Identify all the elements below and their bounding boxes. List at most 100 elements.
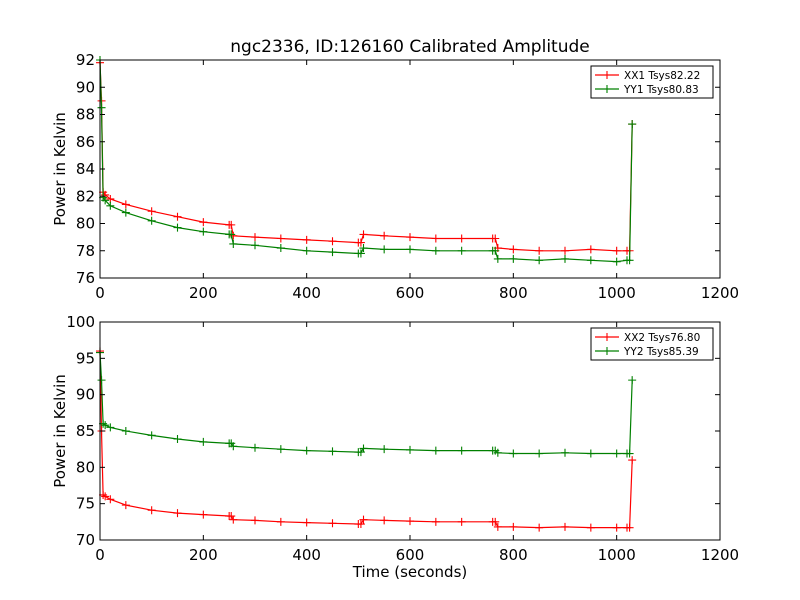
top-subplot: 0 200 400 600 800 1000 1200 76 78 80 82 84 86 88 90 92 P… bbox=[51, 51, 739, 302]
y-tick-label: 86 bbox=[76, 133, 95, 151]
data-point-xx2 bbox=[302, 518, 311, 527]
data-point-yy2 bbox=[612, 449, 621, 458]
data-point-yy1 bbox=[147, 216, 156, 225]
legend: XX2 Tsys76.80 YY2 Tsys85.39 bbox=[590, 327, 714, 361]
x-tick-label: 800 bbox=[499, 546, 528, 564]
data-point-yy2 bbox=[199, 437, 208, 446]
legend-label-xx1: XX1 Tsys82.22 bbox=[624, 70, 700, 82]
data-point-xx1 bbox=[491, 234, 500, 243]
data-point-yy1 bbox=[229, 239, 238, 248]
data-point-xx2 bbox=[227, 512, 236, 521]
series-line-yy2 bbox=[99, 352, 633, 455]
data-point-yy2 bbox=[173, 434, 182, 443]
data-point-xx2 bbox=[251, 516, 259, 525]
data-point-yy1 bbox=[106, 201, 115, 210]
x-tick-label: 600 bbox=[396, 284, 425, 302]
x-tick-label: 200 bbox=[189, 284, 218, 302]
data-point-yy1 bbox=[276, 244, 285, 253]
data-point-yy1 bbox=[561, 254, 569, 263]
data-point-yy1 bbox=[586, 256, 595, 265]
data-point-yy2 bbox=[380, 445, 389, 454]
data-point-yy2 bbox=[535, 449, 544, 458]
x-tick-label: 400 bbox=[292, 546, 321, 564]
y-tick-label: 80 bbox=[76, 215, 95, 233]
data-point-xx2 bbox=[628, 456, 637, 465]
data-point-xx2 bbox=[147, 506, 156, 515]
data-point-xx2 bbox=[229, 515, 238, 524]
legend-marker-yy1 bbox=[603, 85, 611, 93]
x-tick-label: 0 bbox=[95, 284, 105, 302]
legend-label-yy1: YY1 Tsys80.83 bbox=[623, 84, 699, 96]
data-point-yy2 bbox=[406, 445, 414, 454]
legend-label-yy2: YY2 Tsys85.39 bbox=[623, 346, 699, 358]
y-tick-label: 76 bbox=[76, 269, 95, 287]
y-tick-label: 78 bbox=[76, 242, 95, 260]
data-point-xx1 bbox=[431, 234, 440, 243]
y-tick-label: 82 bbox=[76, 187, 95, 205]
data-point-xx2 bbox=[380, 516, 389, 525]
data-point-xx1 bbox=[535, 246, 544, 255]
data-point-xx2 bbox=[121, 501, 130, 510]
data-point-xx2 bbox=[491, 517, 500, 526]
y-tick-label: 100 bbox=[66, 313, 95, 331]
data-point-xx2 bbox=[328, 519, 337, 528]
legend: XX1 Tsys82.22 YY1 Tsys80.83 bbox=[590, 65, 714, 99]
data-point-xx2 bbox=[457, 517, 466, 526]
data-point-yy1 bbox=[625, 256, 634, 265]
data-point-yy2 bbox=[509, 449, 518, 458]
data-point-yy2 bbox=[328, 447, 337, 456]
data-point-yy1 bbox=[251, 241, 259, 250]
y-tick-label: 75 bbox=[76, 495, 95, 513]
data-point-xx1 bbox=[359, 230, 368, 239]
data-point-xx1 bbox=[276, 234, 285, 243]
data-point-xx2 bbox=[199, 510, 208, 519]
chart-title: ngc2336, ID:126160 Calibrated Amplitude bbox=[230, 37, 589, 57]
data-point-xx2 bbox=[356, 520, 365, 529]
data-point-yy2 bbox=[561, 448, 569, 457]
data-point-yy1 bbox=[359, 244, 368, 253]
data-point-yy2 bbox=[431, 446, 440, 455]
legend-marker-yy2 bbox=[603, 347, 611, 355]
series-line-yy1 bbox=[99, 59, 633, 263]
data-point-yy1 bbox=[493, 254, 502, 263]
data-point-yy1 bbox=[97, 103, 106, 112]
data-point-xx1 bbox=[302, 235, 311, 244]
data-point-yy2 bbox=[586, 449, 595, 458]
data-point-xx1 bbox=[229, 231, 238, 240]
data-point-yy2 bbox=[276, 445, 285, 454]
y-tick-label: 90 bbox=[76, 386, 95, 404]
data-point-yy1 bbox=[227, 230, 236, 239]
x-tick-label: 400 bbox=[292, 284, 321, 302]
x-tick-label: 1000 bbox=[598, 284, 636, 302]
data-point-xx1 bbox=[457, 234, 466, 243]
data-point-yy1 bbox=[406, 245, 414, 254]
data-point-xx2 bbox=[276, 517, 285, 526]
data-point-xx1 bbox=[328, 237, 337, 246]
data-point-yy1 bbox=[491, 246, 500, 255]
data-point-xx1 bbox=[227, 220, 236, 229]
data-point-yy2 bbox=[121, 427, 130, 435]
data-point-yy2 bbox=[493, 448, 502, 457]
data-point-yy1 bbox=[356, 249, 365, 258]
data-point-xx1 bbox=[251, 233, 259, 242]
data-point-xx1 bbox=[561, 246, 569, 255]
data-point-xx1 bbox=[147, 207, 156, 216]
data-point-yy1 bbox=[431, 246, 440, 255]
data-point-xx2 bbox=[101, 492, 110, 501]
y-tick-label: 88 bbox=[76, 106, 95, 124]
legend-marker-xx1 bbox=[603, 71, 611, 79]
legend-label-xx2: XX2 Tsys76.80 bbox=[624, 332, 700, 344]
data-point-xx2 bbox=[493, 522, 502, 531]
data-point-xx2 bbox=[625, 523, 634, 532]
x-tick-label: 1200 bbox=[701, 546, 739, 564]
data-point-yy1 bbox=[121, 208, 130, 217]
data-point-yy2 bbox=[628, 376, 637, 385]
data-point-yy2 bbox=[251, 443, 259, 452]
data-point-xx2 bbox=[612, 523, 621, 532]
data-point-xx2 bbox=[561, 522, 569, 531]
y-axis-label: Power in Kelvin bbox=[51, 112, 69, 226]
data-point-xx1 bbox=[380, 231, 389, 240]
data-point-xx1 bbox=[406, 233, 414, 242]
data-point-xx2 bbox=[535, 523, 544, 532]
